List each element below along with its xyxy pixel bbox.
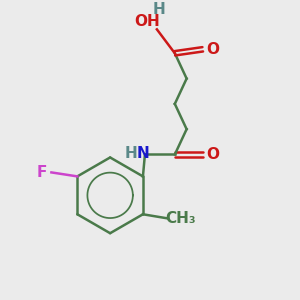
Text: N: N	[136, 146, 149, 161]
Text: CH₃: CH₃	[166, 211, 196, 226]
Text: H: H	[124, 146, 137, 161]
Text: O: O	[206, 42, 219, 57]
Text: H: H	[152, 2, 165, 17]
Text: OH: OH	[134, 14, 160, 29]
Text: O: O	[206, 147, 219, 162]
Text: F: F	[36, 165, 46, 180]
